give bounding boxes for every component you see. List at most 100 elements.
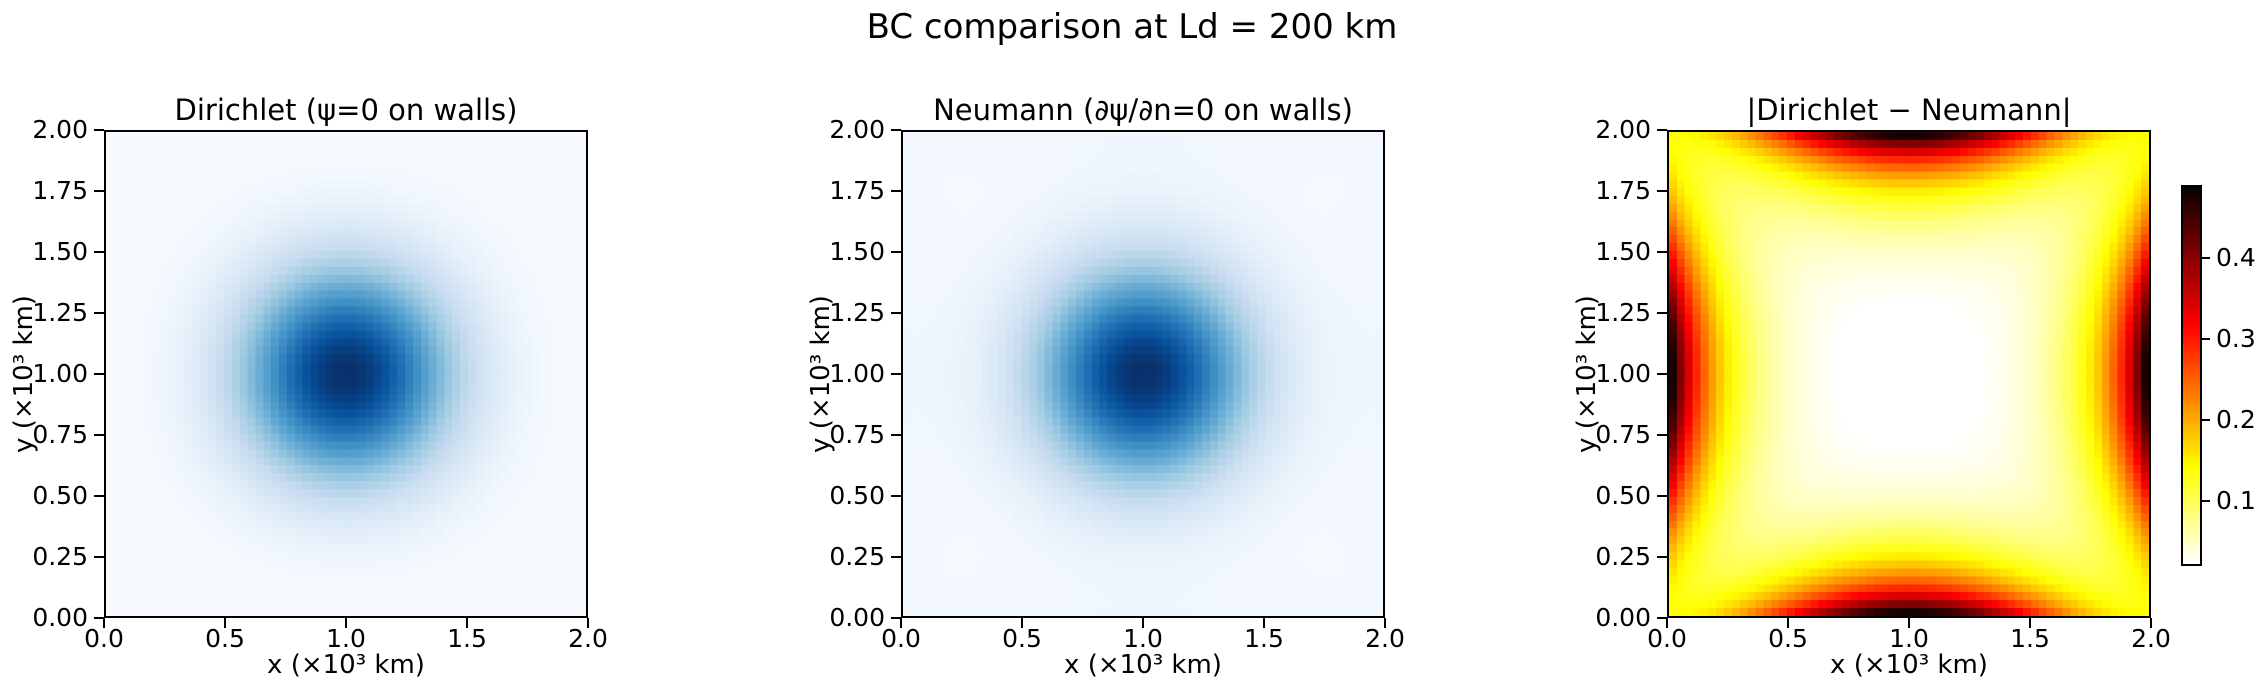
y-tick-label: 0.50 <box>1595 481 1651 510</box>
heatmap-plot-area <box>901 130 1385 618</box>
y-tick-mark <box>1657 495 1667 497</box>
subplot-title: Neumann (∂ψ/∂n=0 on walls) <box>933 93 1353 127</box>
y-tick-label: 0.75 <box>1595 420 1651 449</box>
y-tick-mark <box>94 373 104 375</box>
x-tick-label: 2.0 <box>568 624 608 653</box>
x-tick-mark <box>103 618 105 628</box>
colorbar-tick-mark <box>2202 256 2210 259</box>
x-tick-mark <box>1021 618 1023 628</box>
x-axis-label: x (×10³ km) <box>1064 650 1222 680</box>
x-tick-mark <box>587 618 589 628</box>
y-tick-mark <box>1657 190 1667 192</box>
y-tick-mark <box>94 190 104 192</box>
y-tick-label: 2.00 <box>829 115 885 144</box>
y-tick-label: 2.00 <box>1595 115 1651 144</box>
x-tick-label: 1.0 <box>326 624 366 653</box>
y-tick-label: 0.25 <box>829 542 885 571</box>
colorbar-tick-mark <box>2202 500 2210 503</box>
x-tick-label: 0.5 <box>205 624 245 653</box>
y-tick-mark <box>94 495 104 497</box>
y-tick-mark <box>94 617 104 619</box>
y-tick-label: 0.25 <box>1595 542 1651 571</box>
colorbar-canvas <box>2183 187 2200 564</box>
x-tick-mark <box>1787 618 1789 628</box>
x-tick-label: 0.0 <box>881 624 921 653</box>
y-tick-mark <box>94 312 104 314</box>
heatmap-plot-area <box>1667 130 2151 618</box>
heatmap-canvas <box>106 132 586 616</box>
x-tick-label: 0.5 <box>1768 624 1808 653</box>
x-tick-label: 1.0 <box>1889 624 1929 653</box>
colorbar <box>2181 185 2202 566</box>
x-tick-label: 2.0 <box>2131 624 2171 653</box>
colorbar-tick-label: 0.1 <box>2216 486 2256 516</box>
heatmap-canvas <box>1669 132 2149 616</box>
heatmap-plot-area <box>104 130 588 618</box>
y-tick-mark <box>891 495 901 497</box>
x-tick-mark <box>1263 618 1265 628</box>
y-tick-mark <box>94 556 104 558</box>
y-tick-label: 1.00 <box>32 359 88 388</box>
y-tick-label: 0.50 <box>32 481 88 510</box>
y-tick-mark <box>1657 129 1667 131</box>
y-tick-mark <box>1657 312 1667 314</box>
colorbar-tick-mark <box>2202 419 2210 422</box>
y-tick-mark <box>1657 434 1667 436</box>
y-tick-label: 1.50 <box>829 237 885 266</box>
x-axis-label: x (×10³ km) <box>267 650 425 680</box>
figure-title: BC comparison at Ld = 200 km <box>866 7 1398 47</box>
x-tick-mark <box>1384 618 1386 628</box>
subplot-title: Dirichlet (ψ=0 on walls) <box>174 93 518 127</box>
y-tick-label: 0.00 <box>1595 603 1651 632</box>
y-tick-label: 1.75 <box>829 176 885 205</box>
y-tick-label: 1.25 <box>829 298 885 327</box>
x-tick-mark <box>1142 618 1144 628</box>
subplot-neumann: Neumann (∂ψ/∂n=0 on walls) y (×10³ km) x… <box>806 0 1405 694</box>
x-tick-mark <box>2150 618 2152 628</box>
y-tick-mark <box>891 556 901 558</box>
subplot-title: |Dirichlet − Neumann| <box>1746 93 2072 127</box>
y-tick-label: 0.25 <box>32 542 88 571</box>
y-tick-label: 1.75 <box>32 176 88 205</box>
x-tick-label: 0.0 <box>1647 624 1687 653</box>
x-tick-mark <box>1908 618 1910 628</box>
y-tick-label: 0.50 <box>829 481 885 510</box>
y-tick-mark <box>1657 373 1667 375</box>
y-tick-label: 1.00 <box>1595 359 1651 388</box>
y-tick-mark <box>94 129 104 131</box>
x-tick-mark <box>900 618 902 628</box>
y-tick-mark <box>891 373 901 375</box>
y-tick-mark <box>891 617 901 619</box>
y-tick-mark <box>94 434 104 436</box>
y-tick-mark <box>891 129 901 131</box>
x-tick-label: 0.5 <box>1002 624 1042 653</box>
colorbar-tick-label: 0.4 <box>2216 242 2256 272</box>
x-tick-label: 1.5 <box>447 624 487 653</box>
y-tick-mark <box>891 434 901 436</box>
y-tick-label: 0.00 <box>829 603 885 632</box>
y-tick-mark <box>891 312 901 314</box>
y-tick-label: 1.50 <box>1595 237 1651 266</box>
x-tick-label: 1.5 <box>1244 624 1284 653</box>
y-tick-mark <box>1657 251 1667 253</box>
y-tick-mark <box>1657 617 1667 619</box>
x-tick-mark <box>2029 618 2031 628</box>
y-tick-label: 0.00 <box>32 603 88 632</box>
y-tick-label: 1.25 <box>32 298 88 327</box>
x-tick-label: 1.5 <box>2010 624 2050 653</box>
x-tick-label: 0.0 <box>84 624 124 653</box>
x-axis-label: x (×10³ km) <box>1830 650 1988 680</box>
y-tick-mark <box>891 190 901 192</box>
y-tick-label: 1.75 <box>1595 176 1651 205</box>
y-tick-label: 1.00 <box>829 359 885 388</box>
heatmap-canvas <box>903 132 1383 616</box>
y-tick-label: 1.25 <box>1595 298 1651 327</box>
y-tick-label: 1.50 <box>32 237 88 266</box>
colorbar-tick-label: 0.2 <box>2216 405 2256 435</box>
subplot-dirichlet: Dirichlet (ψ=0 on walls) y (×10³ km) x (… <box>9 0 608 694</box>
y-tick-mark <box>94 251 104 253</box>
x-tick-label: 1.0 <box>1123 624 1163 653</box>
y-tick-label: 0.75 <box>829 420 885 449</box>
x-tick-mark <box>466 618 468 628</box>
